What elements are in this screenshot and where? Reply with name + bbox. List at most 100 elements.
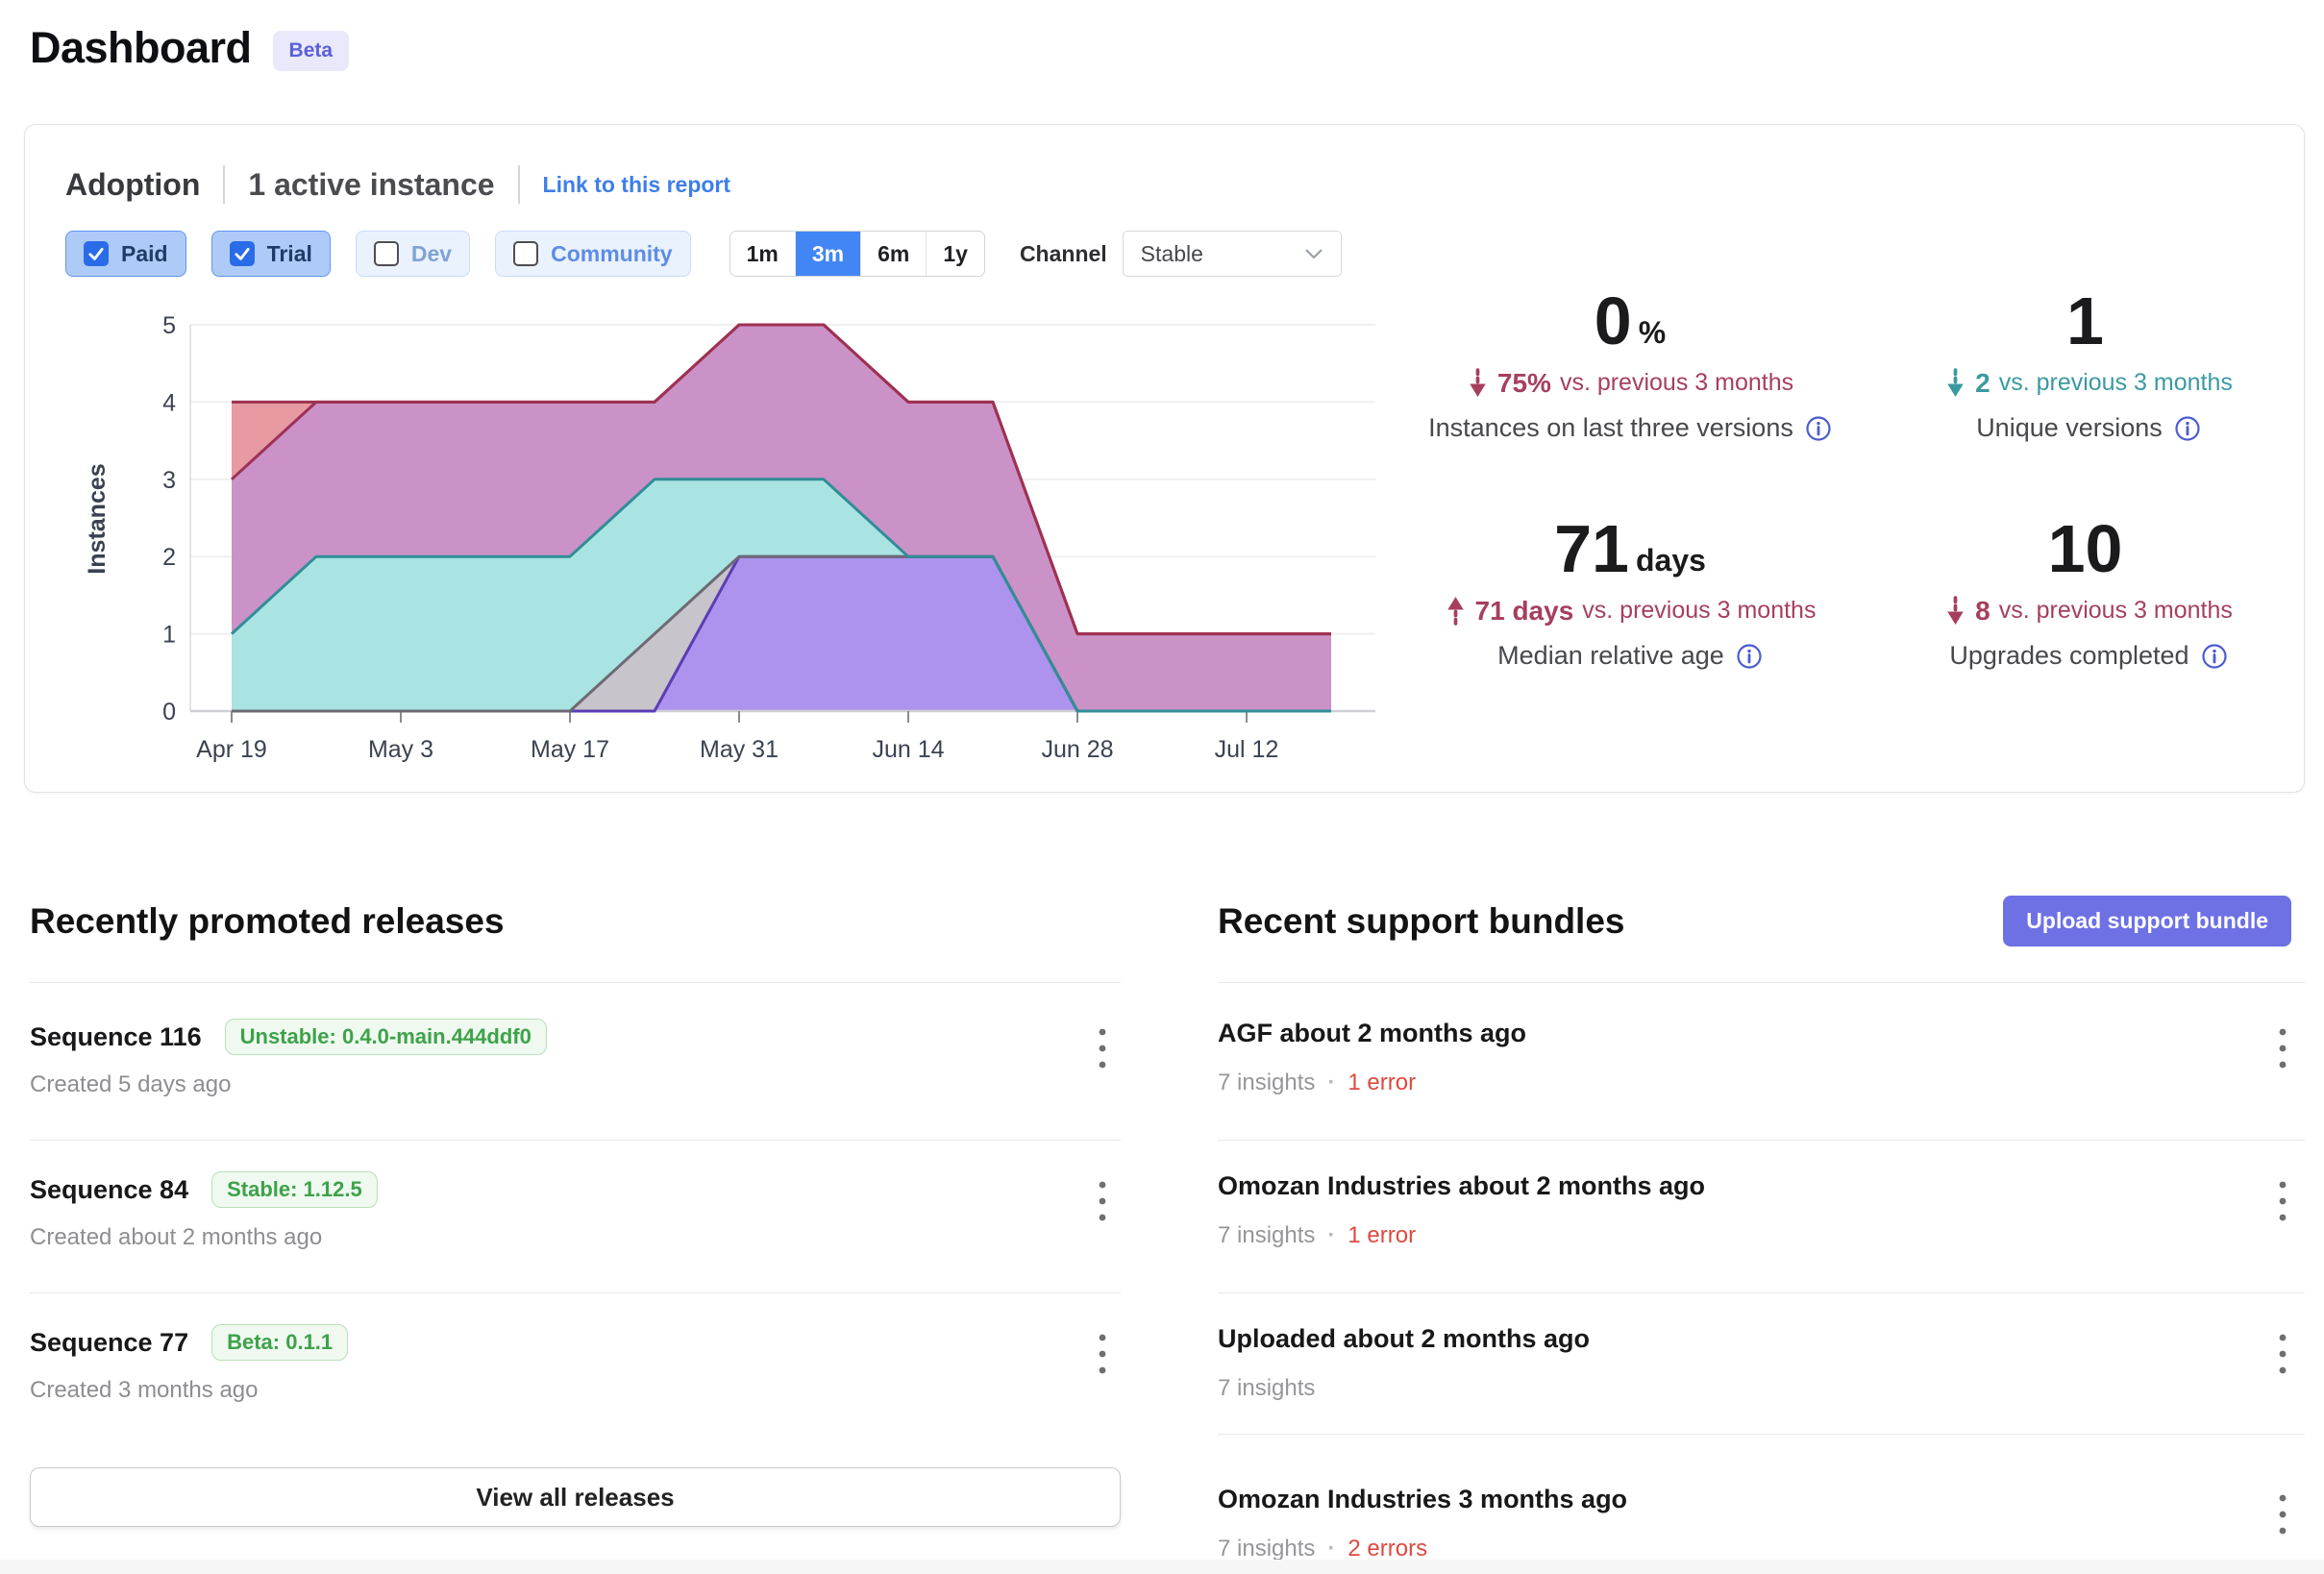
list-divider [30, 1140, 1121, 1141]
stat-delta: 2 vs. previous 3 months [1800, 367, 2324, 399]
stat-number: 0 [1594, 283, 1632, 358]
beta-badge: Beta [272, 31, 350, 71]
stat-delta-suffix: vs. previous 3 months [1998, 369, 2233, 396]
release-kebab-menu[interactable] [1086, 1021, 1119, 1078]
dot-separator: · [1327, 1070, 1336, 1095]
checkbox-icon [373, 241, 399, 266]
bottom-strip [0, 1560, 2324, 1574]
stat-number: 1 [2066, 283, 2104, 358]
stat-caption: Median relative age [1342, 641, 1918, 671]
stat-caption: Upgrades completed [1800, 641, 2324, 671]
list-divider [30, 1292, 1121, 1293]
info-icon[interactable] [1736, 643, 1763, 670]
svg-text:Apr 19: Apr 19 [196, 736, 267, 763]
dot-separator: · [1327, 1222, 1336, 1248]
stat-unit: % [1638, 315, 1667, 350]
bundle-meta: 7 insights · 2 errors [1218, 1536, 1427, 1562]
bundle-meta: 7 insights · 1 error [1218, 1222, 1416, 1249]
filter-label: Community [551, 240, 673, 266]
svg-text:0: 0 [162, 699, 176, 726]
bundle-title: Omozan Industries about 2 months ago [1218, 1171, 1706, 1200]
channel-select-value: Stable [1140, 240, 1203, 266]
dot-separator: · [1327, 1536, 1336, 1562]
stat-value: 71 days [1342, 515, 1918, 582]
kebab-menu-icon [1099, 1028, 1106, 1069]
line-series-3-teal [230, 478, 1331, 713]
stat-unique-versions: 1 2 vs. previous 3 months Unique version… [1800, 287, 2324, 443]
bundle-insights: 7 insights [1218, 1536, 1316, 1562]
release-kebab-menu[interactable] [1086, 1173, 1119, 1231]
list-divider [1218, 1292, 2305, 1293]
check-icon [235, 248, 250, 260]
y-axis-label: Instances [84, 463, 111, 574]
info-icon[interactable] [2174, 415, 2201, 442]
kebab-menu-icon [2279, 1028, 2287, 1069]
list-divider [1218, 1434, 2305, 1435]
stat-caption: Instances on last three versions [1342, 413, 1918, 443]
bundle-kebab-menu[interactable] [2266, 1021, 2299, 1078]
release-title-row: Sequence 84 Stable: 1.12.5 [30, 1171, 378, 1208]
view-all-releases-button[interactable]: View all releases [30, 1467, 1121, 1527]
adoption-title: Adoption [65, 166, 201, 202]
channel-select[interactable]: Stable [1122, 231, 1342, 277]
filter-checkbox-trial[interactable]: Trial [210, 231, 331, 277]
upload-support-bundle-button[interactable]: Upload support bundle [2003, 896, 2291, 947]
arrow-down-icon [1947, 596, 1964, 625]
release-title: Sequence 84 [30, 1174, 189, 1204]
filter-checkbox-community[interactable]: Community [495, 231, 691, 277]
release-title: Sequence 77 [30, 1327, 189, 1357]
time-range-control: 1m 3m 6m 1y [729, 231, 985, 277]
stat-number: 10 [2047, 511, 2123, 586]
svg-text:May 17: May 17 [531, 736, 609, 763]
filter-checkbox-dev[interactable]: Dev [355, 231, 471, 277]
kebab-menu-icon [2279, 1494, 2287, 1535]
stat-median-relative-age: 71 days 71 days vs. previous 3 months Me… [1342, 515, 1918, 671]
bundle-title-row: Omozan Industries about 2 months ago [1218, 1171, 1705, 1201]
range-3m[interactable]: 3m [794, 232, 861, 276]
kebab-menu-icon [1099, 1181, 1106, 1221]
info-icon[interactable] [1805, 415, 1832, 442]
link-to-report[interactable]: Link to this report [542, 171, 731, 197]
check-icon [88, 248, 104, 260]
svg-text:1: 1 [162, 622, 176, 649]
release-created: Created 5 days ago [30, 1071, 232, 1097]
bundle-kebab-menu[interactable] [2266, 1487, 2299, 1544]
arrow-up-icon [1446, 597, 1464, 626]
range-6m[interactable]: 6m [860, 232, 927, 276]
stat-instances-on-last-three-versions: 0 % 75% vs. previous 3 months Instances … [1342, 287, 1918, 443]
release-version-badge: Stable: 1.12.5 [211, 1171, 378, 1208]
release-kebab-menu[interactable] [1086, 1326, 1119, 1384]
bundle-insights: 7 insights [1218, 1375, 1316, 1401]
bundle-kebab-menu[interactable] [2266, 1326, 2299, 1384]
stat-delta-value: 71 days [1474, 595, 1574, 626]
filter-label: Dev [410, 240, 453, 266]
stat-delta-suffix: vs. previous 3 months [1559, 369, 1794, 396]
bundle-kebab-menu[interactable] [2266, 1173, 2299, 1231]
license-filters: Paid Trial Dev Community [65, 231, 691, 277]
list-divider [1218, 1140, 2305, 1141]
stat-delta-suffix: vs. previous 3 months [1582, 597, 1817, 624]
info-icon[interactable] [2201, 643, 2228, 670]
svg-text:3: 3 [162, 467, 176, 494]
list-divider [30, 982, 1121, 983]
bundle-insights: 7 insights [1218, 1070, 1316, 1095]
bundle-title: AGF about 2 months ago [1218, 1019, 1526, 1047]
release-version-badge: Unstable: 0.4.0-main.444ddf0 [224, 1019, 547, 1055]
range-1y[interactable]: 1y [926, 232, 984, 276]
bundle-meta: 7 insights · 1 error [1218, 1070, 1416, 1096]
kebab-menu-icon [1099, 1334, 1106, 1374]
arrow-down-icon [1947, 368, 1964, 397]
channel-label: Channel [1019, 240, 1107, 266]
range-1m[interactable]: 1m [729, 232, 795, 276]
chevron-down-icon [1304, 249, 1323, 259]
filter-checkbox-paid[interactable]: Paid [65, 231, 186, 277]
adoption-card-header: Adoption 1 active instance Link to this … [65, 165, 730, 204]
svg-text:May 3: May 3 [368, 736, 433, 763]
release-created: Created 3 months ago [30, 1377, 259, 1403]
svg-text:4: 4 [162, 389, 176, 416]
bundle-title: Omozan Industries 3 months ago [1218, 1485, 1628, 1513]
releases-heading: Recently promoted releases [30, 901, 505, 941]
page-title: Dashboard [30, 23, 252, 72]
active-instance-count: 1 active instance [248, 166, 495, 202]
adoption-card: Adoption 1 active instance Link to this … [24, 124, 2305, 793]
